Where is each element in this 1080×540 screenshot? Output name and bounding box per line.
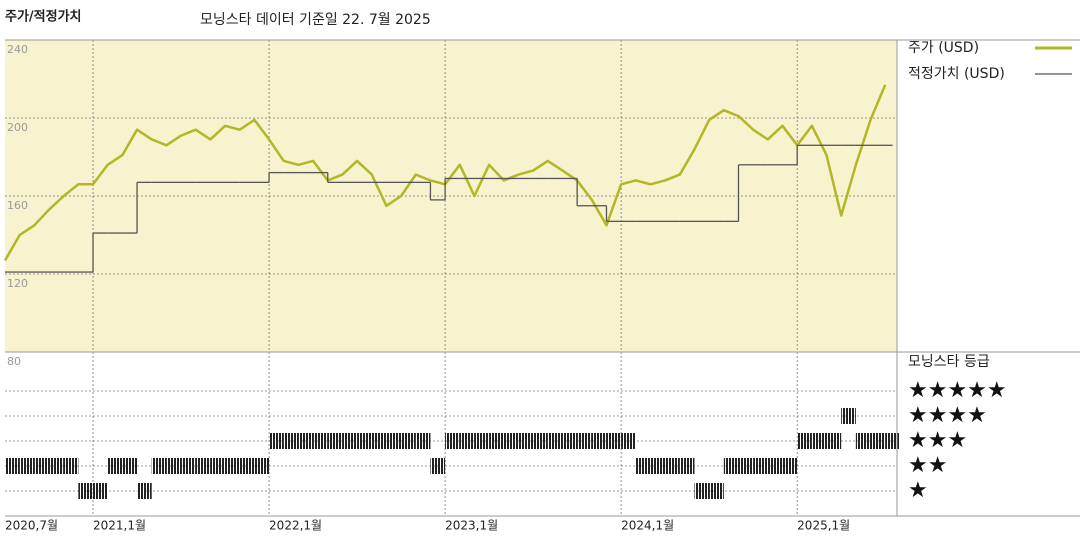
- rating-label: ★★: [908, 453, 947, 478]
- rating-bar: [93, 483, 108, 499]
- rating-bar: [591, 433, 607, 449]
- rating-bar: [342, 433, 358, 449]
- y-tick-label: 120: [7, 277, 28, 290]
- x-tick-label: 2023,1월: [445, 519, 498, 533]
- rating-bar: [738, 458, 754, 474]
- rating-bar: [210, 458, 226, 474]
- rating-label: ★: [908, 478, 928, 503]
- rating-bar: [650, 458, 666, 474]
- y-tick-label: 200: [7, 121, 28, 134]
- rating-bar: [137, 483, 152, 499]
- rating-bar: [225, 458, 240, 474]
- x-tick-label: 2024,1월: [621, 519, 674, 533]
- ratings-title: 모닝스타 등급: [908, 354, 990, 370]
- rating-bar: [371, 433, 387, 449]
- rating-bar: [107, 458, 123, 474]
- rating-bar: [723, 458, 739, 474]
- rating-bar: [694, 483, 710, 499]
- rating-bar: [19, 458, 35, 474]
- rating-bar: [151, 458, 167, 474]
- rating-bar: [679, 458, 695, 474]
- rating-bar: [415, 433, 431, 449]
- rating-bar: [5, 458, 20, 474]
- rating-bar: [357, 433, 372, 449]
- rating-bar: [49, 458, 64, 474]
- rating-bar: [239, 458, 255, 474]
- rating-bar: [621, 433, 636, 449]
- x-tick-label: 2020,7월: [5, 519, 58, 533]
- y-tick-label: 80: [7, 355, 21, 368]
- rating-bar: [709, 483, 724, 499]
- rating-bar: [533, 433, 548, 449]
- rating-label: ★★★★: [908, 403, 987, 428]
- rating-bar: [430, 458, 446, 474]
- rating-bar: [327, 433, 343, 449]
- rating-bar: [34, 458, 50, 474]
- rating-bar: [635, 458, 651, 474]
- rating-bar: [269, 433, 284, 449]
- rating-bar: [503, 433, 519, 449]
- rating-bar: [753, 458, 768, 474]
- chart-subtitle: 모닝스타 데이터 기준일 22. 7월 2025: [200, 12, 431, 28]
- rating-bar: [195, 458, 211, 474]
- rating-bar: [606, 433, 622, 449]
- rating-bar: [797, 433, 812, 449]
- rating-bar: [489, 433, 504, 449]
- rating-bar: [63, 458, 79, 474]
- rating-bar: [826, 433, 842, 449]
- rating-bar: [870, 433, 886, 449]
- rating-bar: [459, 433, 475, 449]
- rating-bar: [166, 458, 182, 474]
- rating-bar: [313, 433, 328, 449]
- rating-bar: [811, 433, 827, 449]
- y-tick-label: 160: [7, 199, 28, 212]
- rating-bar: [665, 458, 680, 474]
- x-tick-label: 2022,1월: [269, 519, 322, 533]
- rating-bar: [181, 458, 196, 474]
- y-tick-label: 240: [7, 43, 28, 56]
- rating-bar: [401, 433, 416, 449]
- rating-bar: [855, 433, 871, 449]
- legend-label: 적정가치 (USD): [908, 66, 1005, 82]
- x-tick-label: 2021,1월: [93, 519, 146, 533]
- rating-label: ★★★: [908, 428, 967, 453]
- rating-bar: [283, 433, 299, 449]
- rating-label: ★★★★★: [908, 378, 1007, 403]
- rating-bar: [254, 458, 270, 474]
- rating-bar: [298, 433, 314, 449]
- x-tick-label: 2025,1월: [797, 519, 850, 533]
- rating-bar: [782, 458, 798, 474]
- rating-bar: [78, 483, 94, 499]
- legend-label: 주가 (USD): [908, 40, 979, 56]
- rating-bar: [841, 408, 856, 424]
- rating-bar: [122, 458, 138, 474]
- rating-bar: [577, 433, 592, 449]
- rating-bar: [386, 433, 402, 449]
- chart-title: 주가/적정가치: [5, 9, 82, 25]
- rating-bar: [474, 433, 490, 449]
- rating-bar: [885, 433, 900, 449]
- rating-bar: [445, 433, 460, 449]
- rating-bar: [562, 433, 578, 449]
- rating-bar: [518, 433, 534, 449]
- rating-bar: [767, 458, 783, 474]
- rating-bar: [547, 433, 563, 449]
